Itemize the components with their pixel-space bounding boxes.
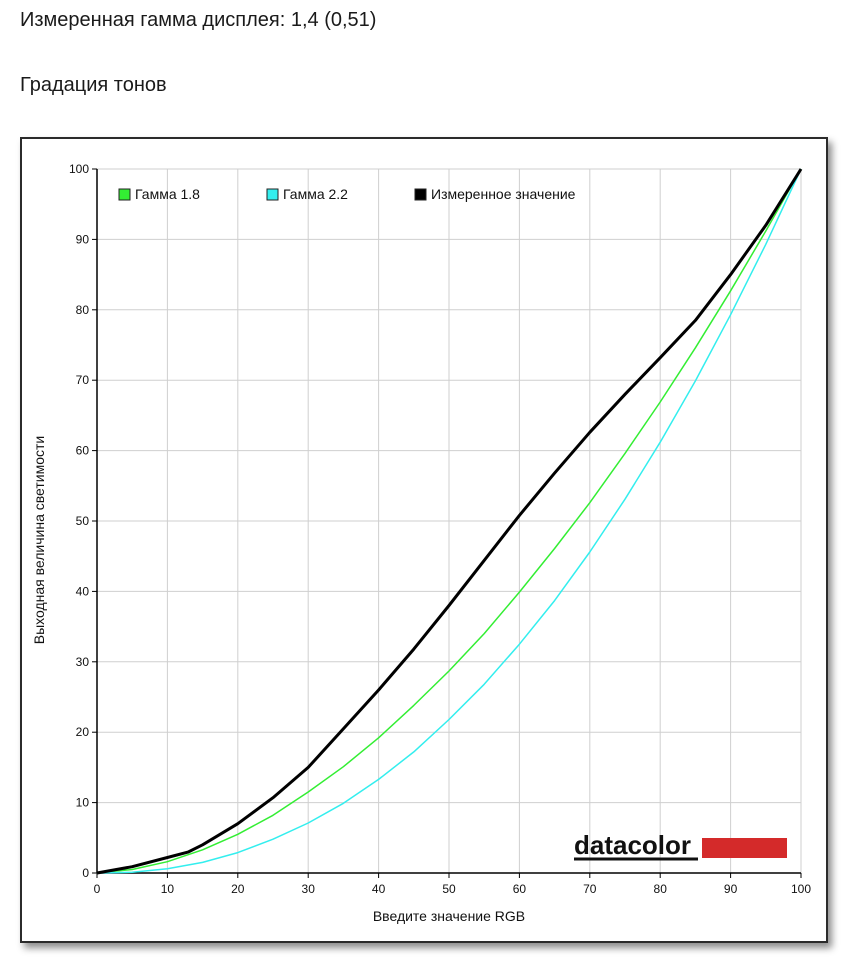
datacolor-logo-text: datacolor (574, 830, 691, 860)
logo-red-bar (702, 838, 787, 858)
y-tick-label: 30 (76, 655, 90, 669)
y-tick-label: 50 (76, 514, 90, 528)
y-tick-label: 60 (76, 444, 90, 458)
series-line-1 (96, 168, 802, 874)
x-tick-label: 30 (302, 882, 316, 896)
x-tick-label: 20 (231, 882, 245, 896)
y-tick-label: 80 (76, 303, 90, 317)
measured-gamma-text: Измеренная гамма дисплея: 1,4 (0,51) (20, 9, 377, 31)
x-tick-label: 60 (513, 882, 527, 896)
x-tick-label: 100 (791, 882, 811, 896)
y-axis-label: Выходная величина светимости (31, 436, 47, 644)
legend-swatch-2 (266, 188, 279, 201)
axes: 0 10 20 30 40 50 60 70 80 90 100 0 10 20 30 40 50 60 70 80 9… (69, 162, 811, 896)
x-tick-label: 10 (161, 882, 175, 896)
x-tick-label: 80 (654, 882, 668, 896)
legend-swatch-3 (414, 188, 427, 201)
y-tick-label: 100 (69, 162, 89, 176)
series-lines (96, 168, 803, 875)
grid (97, 168, 802, 873)
y-tick-label: 0 (82, 866, 89, 880)
legend-label-3: Измеренное значение (431, 186, 576, 202)
y-tick-label: 90 (76, 232, 90, 246)
chart-frame: 0 10 20 30 40 50 60 70 80 90 100 0 10 20 30 40 50 60 70 80 9… (20, 137, 828, 943)
x-tick-label: 90 (724, 882, 738, 896)
legend: Гамма 1.8 Гамма 2.2 Измеренное значение (118, 186, 576, 202)
series-line-3 (96, 168, 803, 875)
x-tick-label: 70 (583, 882, 597, 896)
x-tick-label: 0 (94, 882, 101, 896)
y-tick-label: 70 (76, 373, 90, 387)
tone-gradation-title: Градация тонов (20, 74, 167, 96)
tone-gradation-chart: 0 10 20 30 40 50 60 70 80 90 100 0 10 20 30 40 50 60 70 80 9… (31, 162, 811, 924)
datacolor-logo: datacolor (574, 830, 787, 861)
x-axis-label: Введите значение RGB (373, 908, 525, 924)
y-tick-label: 20 (76, 725, 90, 739)
legend-label-2: Гамма 2.2 (283, 186, 348, 202)
y-tick-label: 40 (76, 584, 90, 598)
series-line-2 (96, 168, 802, 874)
x-tick-label: 40 (372, 882, 386, 896)
legend-label-1: Гамма 1.8 (135, 186, 200, 202)
legend-swatch-1 (118, 188, 131, 201)
x-tick-label: 50 (442, 882, 456, 896)
y-tick-label: 10 (76, 796, 90, 810)
